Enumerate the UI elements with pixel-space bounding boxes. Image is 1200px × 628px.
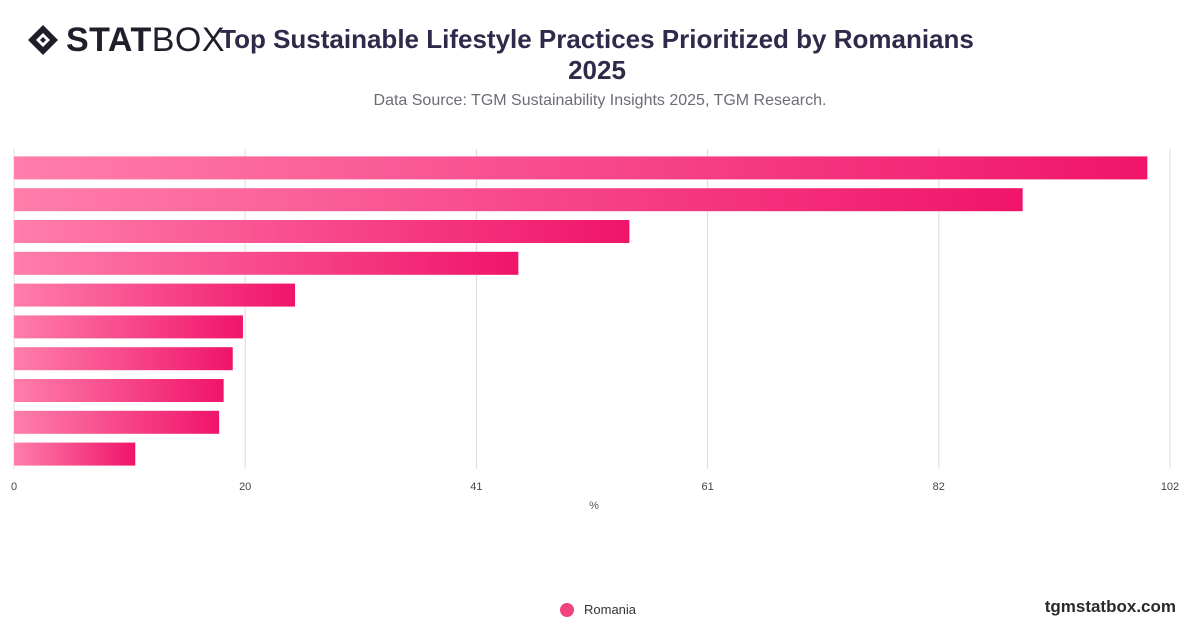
bar[interactable] <box>14 220 630 243</box>
legend[interactable]: Romania <box>560 602 636 617</box>
bar[interactable] <box>14 156 1148 180</box>
bar[interactable] <box>14 410 220 434</box>
x-tick-label: 20 <box>239 481 251 493</box>
bar[interactable] <box>14 442 136 466</box>
bar[interactable] <box>14 379 224 402</box>
logo: STATBOX <box>26 22 225 58</box>
bar[interactable] <box>14 283 296 307</box>
x-tick-label: 41 <box>470 481 482 493</box>
bar[interactable] <box>14 188 1023 212</box>
bar[interactable] <box>14 251 519 275</box>
x-axis-label: % <box>589 500 599 512</box>
legend-label-romania: Romania <box>584 602 637 617</box>
statbox-logo-icon <box>28 25 58 55</box>
x-tick-label: 61 <box>701 481 713 493</box>
x-tick-label: 102 <box>1161 481 1179 493</box>
chart-title: Top Sustainable Lifestyle Practices Prio… <box>220 24 974 85</box>
bar[interactable] <box>14 315 243 339</box>
legend-marker-romania <box>560 602 574 617</box>
chart-subtitle: Data Source: TGM Sustainability Insights… <box>373 92 827 109</box>
logo-wordmark: STATBOX <box>66 21 226 59</box>
bar[interactable] <box>14 347 233 371</box>
bar-chart: 0 20 41 61 82 102 % <box>11 149 1179 512</box>
site-url[interactable]: tgmstatbox.com <box>1044 597 1176 616</box>
x-tick-label: 82 <box>933 481 945 493</box>
x-tick-label: 0 <box>11 481 17 493</box>
